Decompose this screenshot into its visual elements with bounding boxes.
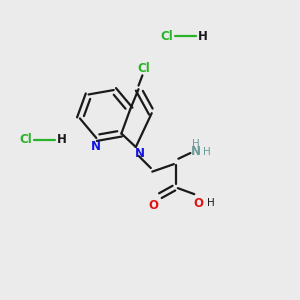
Text: O: O bbox=[148, 199, 158, 212]
Text: N: N bbox=[191, 145, 201, 158]
Text: H: H bbox=[198, 29, 208, 43]
Text: Cl: Cl bbox=[19, 133, 32, 146]
Text: H: H bbox=[192, 139, 200, 149]
Text: O: O bbox=[194, 196, 203, 210]
Text: Cl: Cl bbox=[137, 62, 150, 75]
Text: N: N bbox=[134, 147, 144, 160]
Text: H: H bbox=[207, 198, 214, 208]
Text: Cl: Cl bbox=[160, 29, 173, 43]
Text: H: H bbox=[57, 133, 67, 146]
Text: N: N bbox=[91, 140, 101, 153]
Text: H: H bbox=[203, 146, 211, 157]
